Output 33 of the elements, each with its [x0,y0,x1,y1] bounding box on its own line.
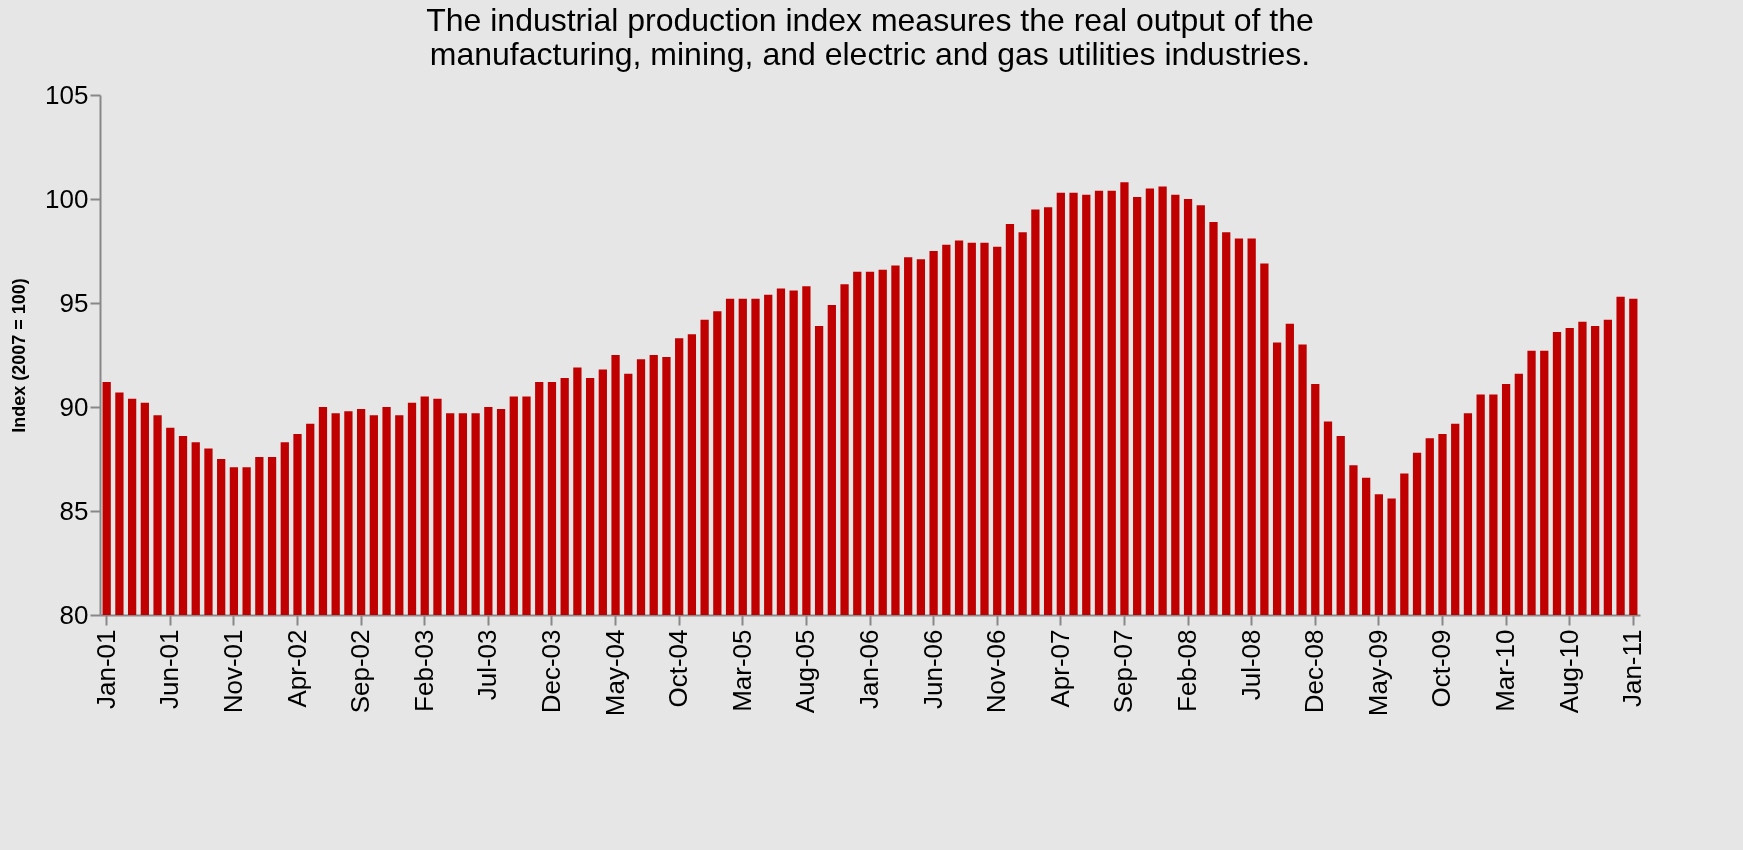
x-tick-label: Feb-08 [1172,629,1203,712]
y-axis-title: Index (2007 = 100) [9,278,30,433]
x-tick-label: Oct-04 [663,629,694,708]
x-tick-label: Jun-06 [917,629,948,709]
y-tick-label: 85 [59,495,89,526]
x-tick-label: Feb-03 [408,629,439,712]
x-tick-label: Mar-05 [726,629,757,712]
x-tick-label: Sep-07 [1108,629,1139,714]
x-tick-label: Nov-01 [217,629,248,714]
x-tick-label: Dec-03 [535,629,566,714]
y-tick-label: 100 [45,183,89,214]
x-tick-label: Nov-06 [981,629,1012,714]
x-tick-label: Sep-02 [345,629,376,714]
x-tick-label: Jan-01 [90,629,121,709]
y-tick-label: 105 [45,79,89,110]
y-tick-label: 80 [59,599,89,630]
x-tick-label: May-09 [1362,629,1393,717]
x-tick-label: Apr-02 [281,629,312,708]
chart-title: The industrial production index measures the real output of the manufacturing, mining, and electric and gas utilities industries. [426,2,1314,72]
x-tick-label: Apr-07 [1044,629,1075,708]
y-tick-label: 90 [59,391,89,422]
x-tick-label: Aug-10 [1553,629,1584,714]
x-tick-label: Jul-03 [472,629,503,701]
x-tick-label: Jun-01 [154,629,185,709]
x-tick-label: Jan-06 [854,629,884,709]
x-tick-label: May-04 [599,629,630,717]
x-tick-label: Mar-10 [1490,629,1521,712]
x-tick-label: Aug-05 [790,629,821,714]
x-tick-label: Jan-11 [1617,629,1648,708]
x-tick-label: Oct-09 [1426,629,1457,708]
y-tick-label: 95 [59,287,89,318]
x-tick-label: Dec-08 [1299,629,1330,714]
x-tick-label: Jul-08 [1235,629,1266,701]
